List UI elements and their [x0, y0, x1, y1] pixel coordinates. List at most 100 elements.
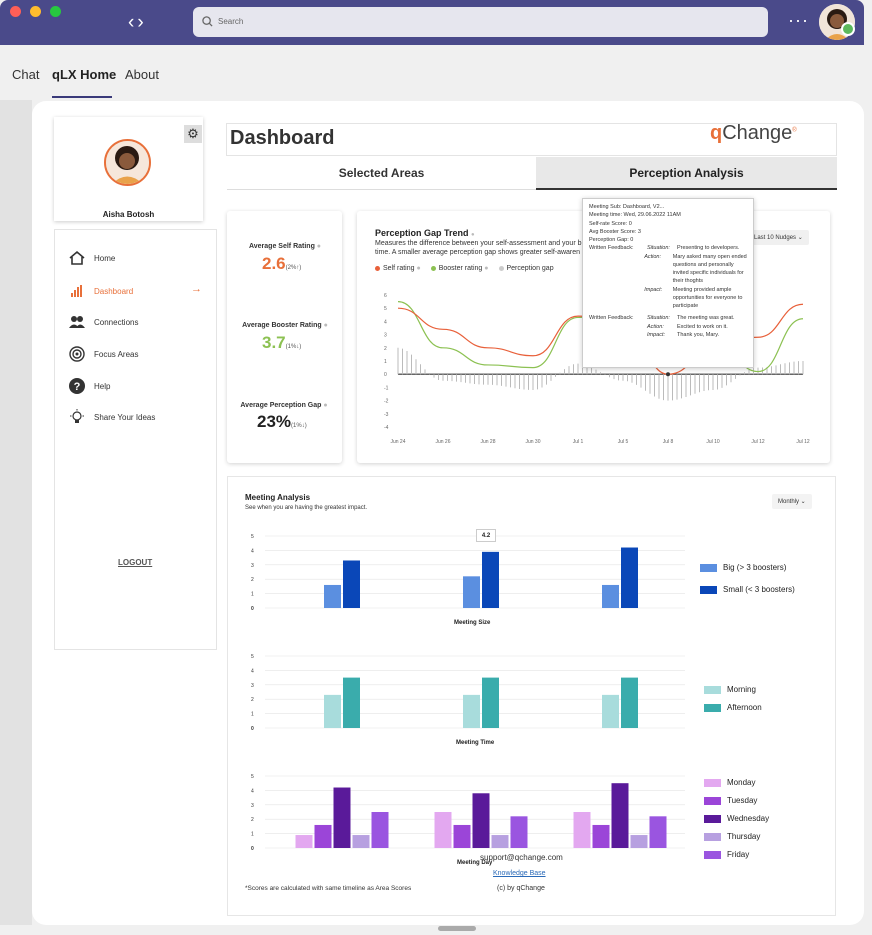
bar: [324, 694, 341, 728]
sidebar-item-label: Share Your Ideas: [94, 412, 156, 422]
bar: [324, 584, 341, 608]
sidebar-item-label: Help: [94, 381, 111, 391]
y-tick-label: 5: [251, 774, 254, 780]
y-tick-label: -1: [384, 385, 389, 391]
y-tick-label: -3: [384, 412, 389, 418]
legend-thursday: Thursday: [704, 832, 760, 841]
copyright: (c) by qChange: [497, 885, 545, 892]
legend-monday: Monday: [704, 778, 755, 787]
bar: [482, 677, 499, 728]
y-tick-label: 1: [251, 712, 254, 718]
sidebar-item-focus-areas[interactable]: Focus Areas: [68, 345, 138, 363]
page-title: Dashboard: [230, 127, 335, 149]
trend-desc-1: Measures the difference between your sel…: [375, 240, 582, 247]
x-tick-label: Jul 12: [751, 439, 765, 445]
profile-name: Aisha Botosh: [102, 210, 155, 219]
sidebar-item-connections[interactable]: Connections: [68, 313, 138, 331]
y-tick-label: 1: [251, 592, 254, 598]
search-icon: [202, 16, 213, 27]
trend-tooltip: Meeting Sub: Dashboard, V2... Meeting ti…: [582, 198, 754, 368]
sidebar-item-label: Connections: [94, 317, 139, 327]
y-tick-label: 4: [251, 668, 254, 674]
tab-chat[interactable]: Chat: [12, 67, 40, 82]
self-rating-value: 2.6(2%↑): [262, 254, 302, 273]
qchange-logo: qChange®: [710, 122, 797, 144]
tab-selected-areas[interactable]: Selected Areas: [227, 157, 536, 190]
x-tick-label: Jul 10: [706, 439, 720, 445]
trend-title: Perception Gap Trend ●: [375, 228, 475, 238]
bar: [602, 694, 619, 728]
sidebar-item-label: Dashboard: [94, 286, 134, 296]
bar: [463, 694, 480, 728]
tab-about[interactable]: About: [125, 67, 159, 82]
booster-rating-value: 3.7(1%↓): [262, 333, 302, 352]
bar: [649, 816, 667, 848]
gear-icon[interactable]: ⚙: [184, 125, 202, 143]
sidebar-item-help[interactable]: ? Help: [68, 377, 110, 395]
search-bar[interactable]: Search: [193, 7, 768, 37]
bar: [621, 677, 638, 728]
bar: [491, 835, 509, 848]
nudges-dropdown[interactable]: Last 10 Nudges ⌄: [748, 230, 809, 245]
more-options-icon[interactable]: ···: [788, 10, 809, 30]
bar: [371, 812, 389, 848]
legend-afternoon: Afternoon: [704, 703, 762, 712]
y-tick-label: 2: [251, 817, 254, 823]
bar: [314, 824, 332, 848]
y-tick-label: 2: [251, 697, 254, 703]
lightbulb-icon: [68, 408, 86, 426]
bar: [352, 835, 370, 848]
trend-legend: Self rating ● Booster rating ● Perceptio…: [375, 265, 554, 272]
meeting-day-chart: 0 1 2 3 4 5: [251, 774, 685, 852]
y-tick-label: 0: [251, 606, 254, 612]
support-email[interactable]: support@qchange.com: [480, 853, 563, 862]
self-rating-label: Average Self Rating ●: [248, 243, 322, 250]
tab-perception-analysis[interactable]: Perception Analysis: [536, 157, 837, 190]
y-tick-label: 5: [384, 306, 387, 312]
meeting-time-label: Meeting Time: [456, 740, 495, 746]
bar: [611, 783, 629, 848]
dashboard-header: [226, 123, 837, 156]
y-tick-label: 3: [251, 683, 254, 689]
bar-tooltip: 4.2: [476, 529, 496, 542]
minimize-window-button[interactable]: [30, 6, 41, 17]
active-tab-indicator: [52, 96, 112, 98]
svg-text:?: ?: [74, 381, 81, 393]
meeting-analysis-subtitle: See when you are having the greatest imp…: [245, 505, 368, 511]
x-tick-label: Jul 12: [796, 439, 810, 445]
x-tick-label: Jun 26: [435, 439, 450, 445]
knowledge-base-link[interactable]: Knowledge Base: [493, 870, 546, 877]
close-window-button[interactable]: [10, 6, 21, 17]
y-tick-label: 0: [384, 372, 387, 378]
scroll-handle[interactable]: [438, 926, 476, 931]
sidebar-item-dashboard[interactable]: Dashboard: [68, 282, 133, 300]
bar: [343, 677, 360, 728]
people-icon: [68, 313, 86, 331]
x-tick-label: Jul 8: [663, 439, 674, 445]
logout-link[interactable]: LOGOUT: [118, 558, 153, 567]
period-dropdown[interactable]: Monthly ⌄: [772, 494, 812, 509]
target-icon: [68, 345, 86, 363]
bar: [453, 824, 471, 848]
maximize-window-button[interactable]: [50, 6, 61, 17]
back-forward-arrows-icon[interactable]: ‹›: [128, 12, 147, 33]
meeting-day-label: Meeting Day: [457, 860, 493, 866]
trend-desc-2: time. A smaller average perception gap s…: [375, 249, 581, 256]
y-tick-label: 4: [251, 788, 254, 794]
sidebar-item-home[interactable]: Home: [68, 249, 115, 267]
booster-rating-label: Average Booster Rating ●: [242, 322, 328, 329]
bar-chart-icon: [68, 282, 86, 300]
tab-qlx-home[interactable]: qLX Home: [52, 67, 117, 82]
y-tick-label: 3: [251, 563, 254, 569]
x-tick-label: Jul 1: [573, 439, 584, 445]
x-tick-label: Jun 24: [390, 439, 405, 445]
y-tick-label: 5: [251, 534, 254, 540]
score-note: *Scores are calculated with same timelin…: [245, 885, 412, 892]
sidebar-item-share-ideas[interactable]: Share Your Ideas: [68, 408, 155, 426]
window-titlebar: ‹› Search ···: [0, 0, 864, 45]
stats-card: [227, 211, 342, 463]
x-tick-label: Jul 5: [618, 439, 629, 445]
sidebar-item-label: Focus Areas: [94, 349, 139, 359]
x-tick-label: Jun 28: [480, 439, 495, 445]
meeting-size-chart: 0 1 2 3 4 5: [251, 534, 685, 612]
